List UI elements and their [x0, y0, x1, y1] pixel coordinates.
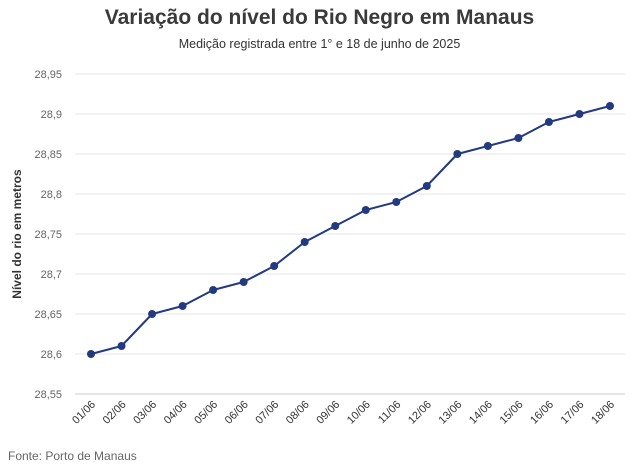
source-note: Fonte: Porto de Manaus — [8, 449, 137, 463]
x-tick-label: 09/06 — [314, 399, 342, 427]
series-line — [90, 105, 611, 355]
data-point — [361, 206, 370, 214]
y-axis-label: Nível do rio em metros — [10, 169, 24, 299]
x-tick-label: 18/06 — [589, 399, 617, 427]
x-tick-label: 01/06 — [70, 399, 98, 427]
x-tick-label: 16/06 — [528, 399, 556, 427]
data-point — [392, 198, 401, 206]
x-tick-label: 02/06 — [101, 399, 129, 427]
data-point — [270, 262, 279, 270]
y-tick-label: 28,7 — [41, 269, 62, 281]
data-point — [178, 302, 187, 310]
x-tick-label: 15/06 — [498, 399, 526, 427]
x-tick-label: 14/06 — [467, 399, 495, 427]
data-point — [300, 238, 309, 246]
x-tick-label: 11/06 — [376, 399, 403, 426]
data-point — [331, 222, 340, 230]
y-tick-label: 28,6 — [41, 349, 62, 361]
y-tick-label: 28,65 — [34, 309, 62, 321]
x-tick-label: 07/06 — [253, 399, 281, 427]
data-point — [209, 286, 218, 294]
y-tick-label: 28,95 — [34, 69, 62, 81]
y-tick-label: 28,75 — [34, 229, 62, 241]
x-tick-label: 08/06 — [284, 399, 312, 427]
data-point — [148, 310, 157, 318]
data-point — [575, 110, 584, 118]
x-tick-label: 05/06 — [192, 399, 220, 427]
chart-title: Variação do nível do Rio Negro em Manaus — [104, 6, 535, 29]
x-tick-label: 10/06 — [345, 399, 373, 427]
y-tick-label: 28,8 — [41, 189, 62, 201]
data-point — [117, 342, 126, 350]
x-tick-label: 17/06 — [559, 399, 587, 427]
chart-subtitle: Medição registrada entre 1° e 18 de junh… — [178, 37, 461, 51]
x-tick-label: 04/06 — [162, 399, 190, 427]
x-tick-label: 06/06 — [223, 399, 251, 427]
x-tick-label: 12/06 — [406, 399, 434, 427]
y-tick-label: 28,85 — [34, 149, 62, 161]
data-point — [514, 134, 523, 142]
data-point — [87, 350, 95, 358]
data-point — [606, 102, 614, 110]
y-tick-label: 28,9 — [41, 109, 62, 121]
x-tick-label: 03/06 — [131, 399, 159, 427]
data-point — [422, 182, 431, 190]
data-point — [544, 118, 553, 126]
data-point — [453, 150, 462, 158]
data-point — [483, 142, 492, 150]
x-tick-label: 13/06 — [437, 399, 465, 427]
y-tick-label: 28,55 — [34, 389, 62, 401]
data-point — [239, 278, 248, 286]
